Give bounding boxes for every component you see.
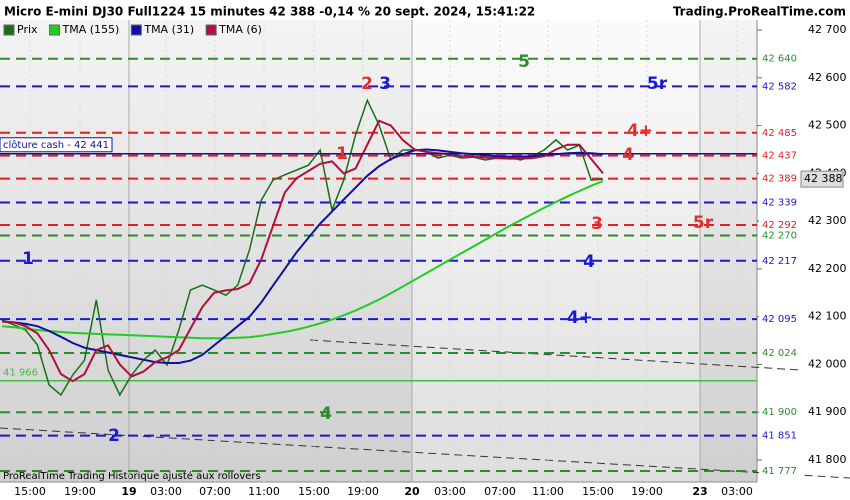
level-label: 41 851 [762, 431, 797, 442]
annotation: 2 [361, 74, 373, 94]
level-label-bg [759, 405, 801, 420]
level-label-bg [759, 79, 801, 94]
legend-label: TMA (6) [218, 23, 262, 36]
trend-line [0, 427, 850, 479]
level-label: 42 270 [762, 230, 797, 241]
level-label: 42 217 [762, 256, 797, 267]
x-tick-label: 03:00 [721, 485, 753, 498]
level-label-bg [759, 195, 801, 210]
annotation: 5r [647, 74, 668, 94]
level-label-bg [759, 228, 801, 243]
x-tick-label: 19:00 [64, 485, 96, 498]
series-line [1, 148, 604, 364]
close-cash-label: clôture cash - 42 441 [3, 139, 109, 151]
y-tick-label: 41 900 [808, 405, 847, 418]
level-label-bg [759, 428, 801, 443]
y-tick-label: 42 600 [808, 71, 847, 84]
level-label: 41 777 [762, 466, 797, 477]
legend-swatch [49, 24, 61, 36]
legend-label: TMA (155) [62, 23, 120, 36]
last-price-label: 42 388 [804, 172, 843, 185]
x-tick-label: 19:00 [631, 485, 663, 498]
annotation: 1 [22, 249, 34, 269]
support-label: 41 966 [3, 368, 38, 379]
session-band [412, 20, 700, 482]
y-tick-label: 42 700 [808, 23, 847, 36]
x-tick-label: 07:00 [199, 485, 231, 498]
last-price-box [800, 170, 844, 188]
annotation: 3 [379, 74, 391, 94]
x-tick-label: 15:00 [582, 485, 614, 498]
level-label-bg [759, 312, 801, 327]
x-tick-label: 20 [404, 485, 420, 498]
level-label: 42 485 [762, 128, 797, 139]
level-label-bg [759, 253, 801, 268]
y-tick-label: 41 800 [808, 453, 847, 466]
annotation: 2 [108, 426, 120, 446]
legend-label: TMA (31) [143, 23, 194, 36]
level-label-bg [759, 346, 801, 361]
footer: ProRealTime Trading Historique ajusté au… [3, 470, 261, 482]
level-label: 42 389 [762, 174, 797, 185]
x-tick-label: 15:00 [14, 485, 46, 498]
legend-swatch [3, 24, 15, 36]
annotation: 4 [320, 404, 332, 424]
source: Trading.ProRealTime.com [673, 5, 846, 19]
level-label-bg [759, 217, 801, 232]
y-tick-label: 42 300 [808, 214, 847, 227]
legend-swatch [205, 24, 217, 36]
series-line [1, 119, 604, 383]
trend-line [309, 339, 801, 371]
y-tick-label: 42 500 [808, 119, 847, 132]
level-label: 42 095 [762, 314, 797, 325]
x-tick-label: 19 [121, 485, 136, 498]
level-label-bg [759, 148, 801, 163]
level-label: 42 292 [762, 220, 797, 231]
x-tick-label: 03:00 [434, 485, 466, 498]
legend-label: Prix [17, 23, 38, 36]
annotation: 4+ [567, 308, 593, 328]
level-label: 42 339 [762, 198, 797, 209]
chart-title: Micro E-mini DJ30 Full1224 15 minutes 42… [4, 5, 535, 19]
close-cash-box [0, 137, 113, 153]
level-label: 41 900 [762, 407, 797, 418]
annotation: 4 [622, 145, 634, 165]
annotation: 4 [583, 252, 595, 272]
x-tick-label: 11:00 [532, 485, 564, 498]
annotation: 1 [336, 144, 348, 164]
level-label-bg [759, 464, 801, 479]
annotation: 4+ [627, 121, 653, 141]
level-label: 42 640 [762, 54, 797, 65]
x-tick-label: 15:00 [298, 485, 330, 498]
x-tick-label: 19:00 [347, 485, 379, 498]
series-line [1, 180, 604, 340]
level-label-bg [759, 125, 801, 140]
level-label: 42 024 [762, 348, 797, 359]
annotation: 5 [518, 52, 530, 72]
x-tick-label: 11:00 [248, 485, 280, 498]
y-tick-label: 42 100 [808, 310, 847, 323]
x-tick-label: 07:00 [484, 485, 516, 498]
level-label-bg [759, 171, 801, 186]
annotation: 5r [693, 213, 714, 233]
level-label: 42 582 [762, 81, 797, 92]
y-tick-label: 42 200 [808, 262, 847, 275]
y-tick-label: 42 000 [808, 357, 847, 370]
x-tick-label: 23 [692, 485, 707, 498]
x-tick-label: 03:00 [150, 485, 182, 498]
legend-swatch [130, 24, 142, 36]
level-label-bg [759, 51, 801, 66]
annotation: 3 [591, 214, 603, 234]
level-label: 42 437 [762, 151, 797, 162]
